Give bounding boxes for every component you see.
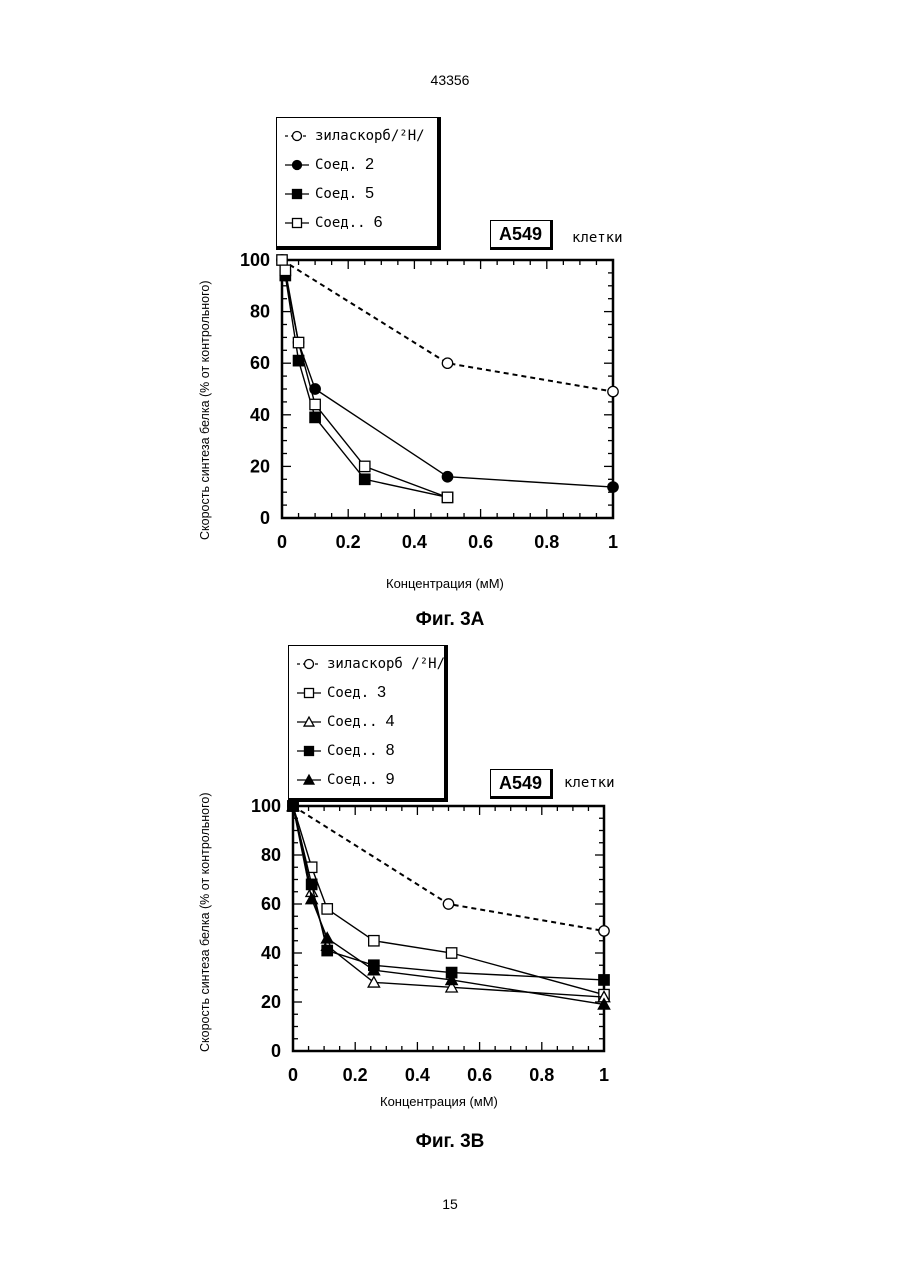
x-tick-label: 1 xyxy=(599,1065,609,1085)
data-point xyxy=(322,904,332,914)
y-tick-label: 20 xyxy=(261,992,281,1012)
data-point xyxy=(599,975,609,985)
y-axis-label-b: Скорость синтеза белка (% от контрольног… xyxy=(198,792,212,1052)
figure-3b: зиласкорб /²Н/Соед.3Соед..4Соед..8Соед..… xyxy=(0,0,900,1268)
data-point xyxy=(322,945,332,955)
x-tick-label: 0 xyxy=(288,1065,298,1085)
data-point xyxy=(443,899,453,909)
page-footer-number: 15 xyxy=(0,1196,900,1212)
y-tick-label: 80 xyxy=(261,845,281,865)
plot-frame xyxy=(293,806,604,1051)
y-tick-label: 40 xyxy=(261,943,281,963)
x-tick-label: 0.2 xyxy=(343,1065,368,1085)
y-tick-label: 60 xyxy=(261,894,281,914)
x-tick-label: 0.4 xyxy=(405,1065,430,1085)
series-line xyxy=(293,806,604,931)
data-point xyxy=(368,977,379,987)
data-point xyxy=(599,926,609,936)
y-tick-label: 0 xyxy=(271,1041,281,1061)
figure-caption-b: Фиг. 3В xyxy=(0,1131,900,1153)
series-b-0 xyxy=(288,801,609,936)
chart-3b: 0 0.2 0.4 0.6 0.8 1 0 20 40 60 80 100 xyxy=(0,0,900,1268)
y-tick-label: 100 xyxy=(251,796,281,816)
x-axis-label-b: Концентрация (мМ) xyxy=(380,1094,498,1109)
x-tick-label: 0.8 xyxy=(529,1065,554,1085)
data-point xyxy=(369,936,379,946)
data-point xyxy=(446,948,456,958)
x-tick-label: 0.6 xyxy=(467,1065,492,1085)
